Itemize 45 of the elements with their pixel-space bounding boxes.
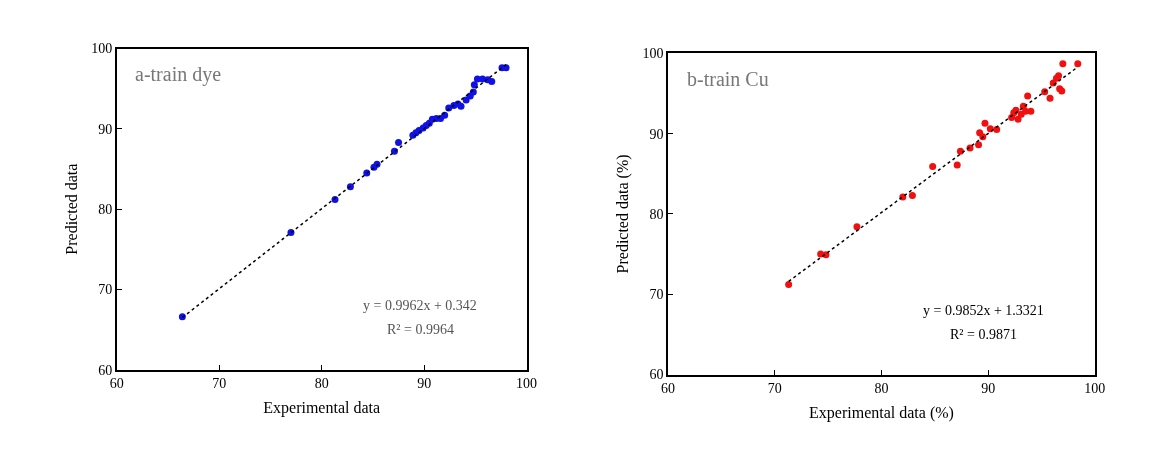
point xyxy=(929,163,937,171)
x-tick-label: 70 xyxy=(212,376,227,392)
y-tick-label: 80 xyxy=(98,202,113,218)
point xyxy=(1074,60,1082,68)
y-tick-label: 90 xyxy=(98,121,113,137)
x-tick-label: 70 xyxy=(767,381,782,397)
point xyxy=(1046,94,1054,102)
y-tick-label: 80 xyxy=(649,206,664,222)
point xyxy=(470,81,478,89)
x-tick-label: 60 xyxy=(109,376,124,392)
y-tick-label: 70 xyxy=(649,287,664,303)
annotation: R² = 0.9871 xyxy=(950,327,1017,342)
y-tick-label: 90 xyxy=(649,126,664,142)
x-tick-label: 80 xyxy=(314,376,329,392)
point xyxy=(975,141,983,149)
point xyxy=(853,223,861,231)
point xyxy=(1059,60,1067,68)
point xyxy=(908,191,916,199)
y-tick-label: 70 xyxy=(98,282,113,298)
y-tick-label: 100 xyxy=(91,41,113,57)
annotation: R² = 0.9964 xyxy=(387,322,454,337)
x-tick-label: 80 xyxy=(874,381,889,397)
point xyxy=(993,126,1001,134)
annotation: y = 0.9962x + 0.342 xyxy=(363,298,477,313)
point xyxy=(981,119,989,127)
text: a-train dye xyxy=(135,63,222,86)
annotation: y = 0.9852x + 1.3321 xyxy=(923,303,1044,318)
x-tick-label: 60 xyxy=(661,381,676,397)
y-axis-title: Predicted data (%) xyxy=(613,154,632,274)
x-axis-title: Experimental data xyxy=(263,399,381,418)
point xyxy=(488,77,496,85)
point xyxy=(953,161,961,169)
x-axis-title: Experimental data (%) xyxy=(809,404,954,423)
point xyxy=(395,138,403,146)
y-axis-title: Predicted data xyxy=(62,163,80,255)
x-tick-label: 90 xyxy=(981,381,996,397)
text: b-train Cu xyxy=(687,68,769,90)
x-tick-label: 100 xyxy=(1084,381,1106,397)
y-tick-label: 60 xyxy=(98,362,113,378)
point xyxy=(1027,107,1035,115)
x-tick-label: 90 xyxy=(417,376,432,392)
y-tick-label: 100 xyxy=(642,46,664,62)
x-tick-label: 100 xyxy=(516,376,538,392)
point xyxy=(1024,92,1032,100)
point xyxy=(785,281,793,289)
